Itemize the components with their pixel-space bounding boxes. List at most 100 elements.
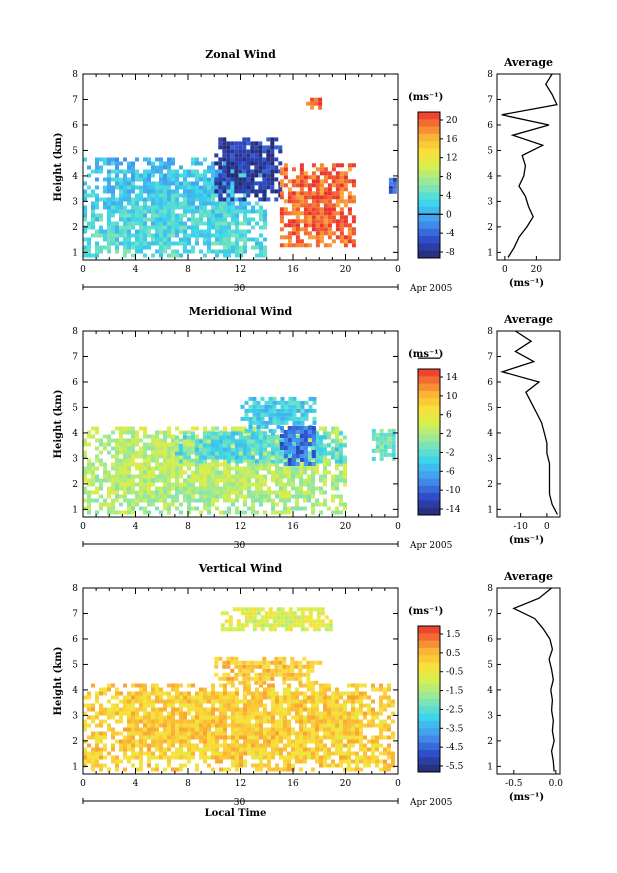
heatmap-cell — [295, 731, 299, 736]
heatmap-cell — [283, 687, 287, 692]
colorbar-tick-label: -5.5 — [446, 762, 464, 772]
heatmap-cell — [131, 458, 135, 463]
heatmap-cell — [242, 451, 247, 456]
heatmap-cell — [179, 715, 183, 720]
heatmap-cell — [291, 183, 296, 188]
heatmap-cell — [183, 482, 187, 487]
heatmap-cell — [127, 426, 131, 431]
heatmap-cell — [248, 611, 253, 616]
heatmap-cell — [199, 755, 203, 760]
heatmap-cell — [223, 253, 227, 258]
heatmap-cell — [303, 454, 308, 458]
heatmap-cell — [238, 149, 243, 154]
heatmap-cell — [234, 672, 239, 677]
heatmap-cell — [323, 699, 327, 704]
heatmap-cell — [107, 241, 111, 246]
heatmap-cell — [179, 767, 183, 772]
heatmap-cell — [211, 743, 215, 748]
heatmap-cell — [298, 660, 303, 665]
heatmap-cell — [191, 715, 195, 720]
heatmap-cell — [315, 759, 319, 764]
heatmap-cell — [246, 447, 251, 452]
heatmap-cell — [159, 486, 163, 491]
heatmap-cell — [295, 207, 300, 212]
heatmap-cell — [95, 233, 99, 238]
heatmap-cell — [223, 498, 227, 503]
heatmap-cell — [191, 161, 195, 166]
heatmap-cell — [296, 623, 301, 628]
heatmap-cell — [179, 502, 183, 507]
heatmap-cell — [103, 229, 107, 234]
heatmap-cell — [147, 751, 151, 756]
heatmap-cell — [248, 619, 253, 624]
heatmap-cell — [291, 747, 295, 752]
heatmap-cell — [135, 454, 139, 459]
heatmap-cell — [291, 195, 296, 200]
heatmap-cell — [83, 442, 87, 447]
heatmap-cell — [343, 179, 348, 184]
heatmap-cell — [363, 703, 367, 708]
heatmap-cell — [230, 145, 235, 150]
heatmap-cell — [275, 703, 279, 708]
heatmap-cell — [291, 167, 296, 172]
heatmap-cell — [139, 707, 143, 712]
heatmap-cell — [227, 209, 231, 214]
heatmap-cell — [151, 450, 155, 455]
heatmap-cell — [347, 755, 351, 760]
heatmap-cell — [319, 474, 323, 479]
heatmap-cell — [248, 607, 253, 612]
heatmap-cell — [151, 458, 155, 463]
heatmap-cell — [343, 759, 347, 764]
heatmap-cell — [247, 478, 251, 483]
heatmap-cell — [107, 229, 111, 234]
heatmap-cell — [187, 486, 191, 491]
heatmap-cell — [242, 161, 247, 166]
heatmap-cell — [179, 739, 183, 744]
heatmap-cell — [219, 229, 223, 234]
heatmap-cell — [175, 478, 179, 483]
heatmap-cell — [211, 494, 215, 499]
heatmap-cell — [247, 201, 251, 206]
heatmap-cell — [283, 747, 287, 752]
heatmap-cell — [291, 243, 296, 248]
heatmap-cell — [355, 735, 359, 740]
heatmap-cell — [119, 213, 123, 218]
heatmap-cell — [91, 169, 95, 174]
heatmap-cell — [235, 197, 239, 202]
avg-y-tick-label: 3 — [487, 711, 493, 721]
heatmap-cell — [175, 482, 179, 487]
heatmap-cell — [147, 177, 151, 182]
heatmap-cell — [115, 438, 119, 443]
heatmap-cell — [187, 707, 191, 712]
heatmap-cell — [171, 161, 175, 166]
heatmap-cell — [307, 183, 312, 188]
heatmap-cell — [347, 191, 352, 196]
heatmap-cell — [264, 623, 269, 628]
heatmap-cell — [271, 683, 275, 688]
heatmap-cell — [274, 169, 279, 174]
heatmap-cell — [339, 183, 344, 188]
heatmap-cell — [355, 759, 359, 764]
heatmap-cell — [375, 747, 379, 752]
panel-title: Vertical Wind — [198, 562, 283, 575]
heatmap-cell — [371, 723, 375, 728]
avg-x-tick-label: 0 — [544, 522, 550, 532]
heatmap-cell — [230, 165, 235, 170]
heatmap-cell — [326, 443, 331, 448]
heatmap-cell — [379, 428, 384, 433]
heatmap-cell — [107, 490, 111, 495]
heatmap-cell — [311, 163, 316, 168]
heatmap-cell — [259, 482, 263, 487]
heatmap-cell — [295, 446, 300, 450]
heatmap-cell — [211, 755, 215, 760]
heatmap-cell — [123, 498, 127, 503]
heatmap-cell — [319, 235, 324, 240]
heatmap-cell — [143, 506, 147, 511]
heatmap-cell — [107, 185, 111, 190]
heatmap-cell — [359, 691, 363, 696]
heatmap-cell — [284, 615, 289, 620]
heatmap-cell — [215, 201, 219, 206]
heatmap-cell — [258, 439, 263, 444]
heatmap-cell — [187, 478, 191, 483]
heatmap-cell — [115, 446, 119, 451]
